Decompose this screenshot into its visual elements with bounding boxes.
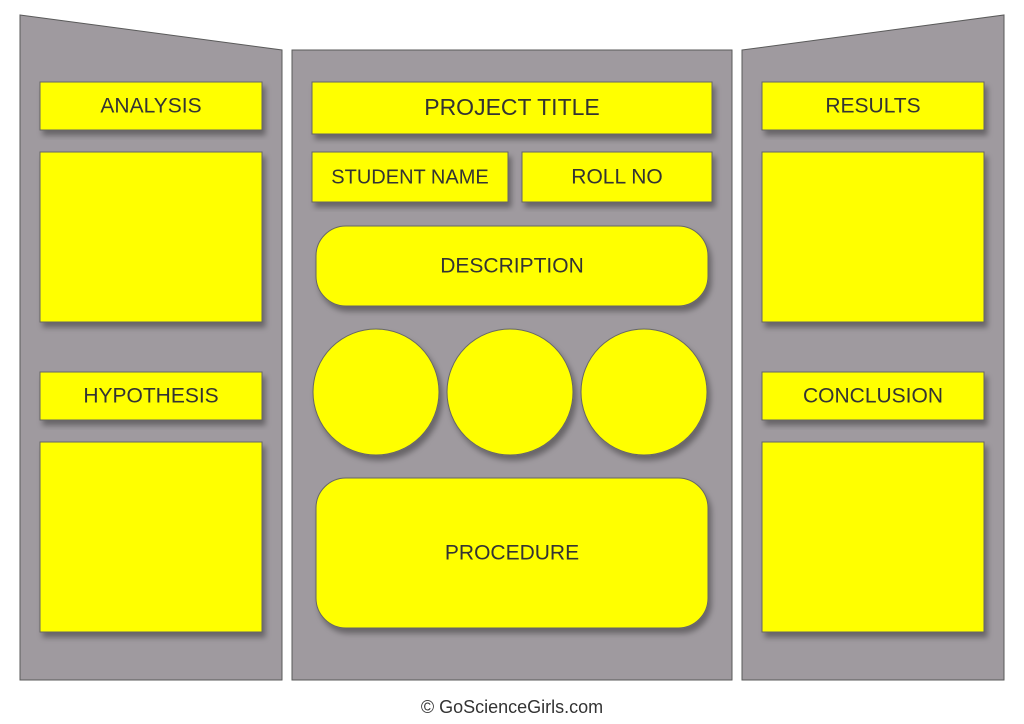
- hypothesis-content-box: [40, 442, 262, 632]
- conclusion-content-box: [762, 442, 984, 632]
- circle-3: [581, 329, 707, 455]
- conclusion-label-text: CONCLUSION: [803, 385, 943, 408]
- project-title-text: PROJECT TITLE: [424, 94, 600, 120]
- student-name-text: STUDENT NAME: [331, 166, 488, 188]
- results-label-text: RESULTS: [825, 95, 920, 118]
- analysis-content-box: [40, 152, 262, 322]
- procedure-text: PROCEDURE: [445, 542, 579, 565]
- circle-2: [447, 329, 573, 455]
- analysis-label-text: ANALYSIS: [100, 95, 201, 118]
- circle-1: [313, 329, 439, 455]
- results-content-box: [762, 152, 984, 322]
- hypothesis-label-text: HYPOTHESIS: [83, 385, 218, 408]
- credit-line: © GoScienceGirls.com: [0, 697, 1024, 718]
- trifold-svg: ANALYSIS HYPOTHESIS PROJECT TITLE STUDENT N…: [0, 0, 1024, 724]
- trifold-diagram: ANALYSIS HYPOTHESIS PROJECT TITLE STUDENT N…: [0, 0, 1024, 724]
- description-text: DESCRIPTION: [440, 255, 584, 278]
- roll-no-text: ROLL NO: [571, 166, 662, 189]
